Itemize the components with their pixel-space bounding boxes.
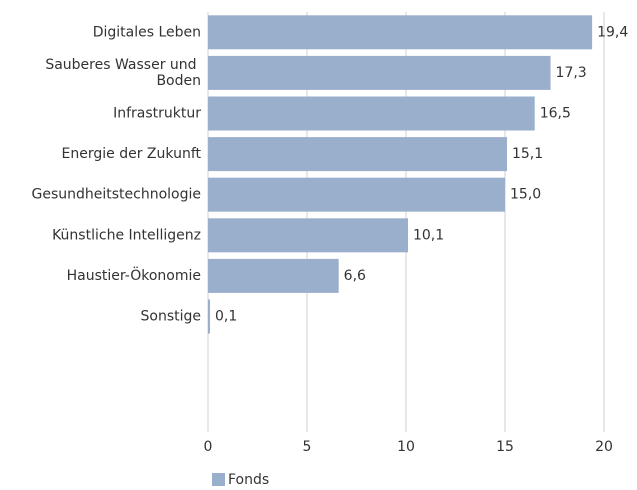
- value-label: 15,0: [510, 187, 541, 203]
- y-tick-label: Infrastruktur: [113, 106, 201, 122]
- bar: [208, 15, 593, 50]
- x-tick-label: 10: [397, 439, 415, 455]
- bar: [208, 137, 507, 172]
- value-label: 0,1: [215, 309, 237, 325]
- legend-label: Fonds: [228, 472, 269, 488]
- value-label: 16,5: [540, 106, 571, 122]
- y-tick-label: Energie der Zukunft: [62, 146, 202, 162]
- value-label: 19,4: [597, 24, 628, 40]
- value-label: 15,1: [512, 146, 543, 162]
- y-tick-label: Gesundheitstechnologie: [31, 187, 201, 203]
- bar: [208, 96, 535, 131]
- y-tick-label: Künstliche Intelligenz: [52, 227, 201, 243]
- x-tick-label: 20: [595, 439, 613, 455]
- y-tick-label: Digitales Leben: [93, 24, 201, 40]
- bar: [208, 258, 339, 293]
- value-label: 6,6: [344, 268, 366, 284]
- y-tick-label: Haustier-Ökonomie: [67, 266, 201, 284]
- legend-swatch: [212, 473, 225, 486]
- value-label: 17,3: [556, 65, 587, 81]
- bar: [208, 177, 505, 212]
- x-tick-label: 0: [204, 439, 213, 455]
- bar: [208, 218, 408, 253]
- bar: [208, 299, 210, 334]
- y-tick-label: Sonstige: [141, 309, 202, 325]
- x-tick-label: 15: [496, 439, 514, 455]
- y-tick-label: Sauberes Wasser und Boden: [45, 57, 201, 89]
- bar: [208, 55, 551, 90]
- value-label: 10,1: [413, 227, 444, 243]
- x-tick-label: 5: [303, 439, 312, 455]
